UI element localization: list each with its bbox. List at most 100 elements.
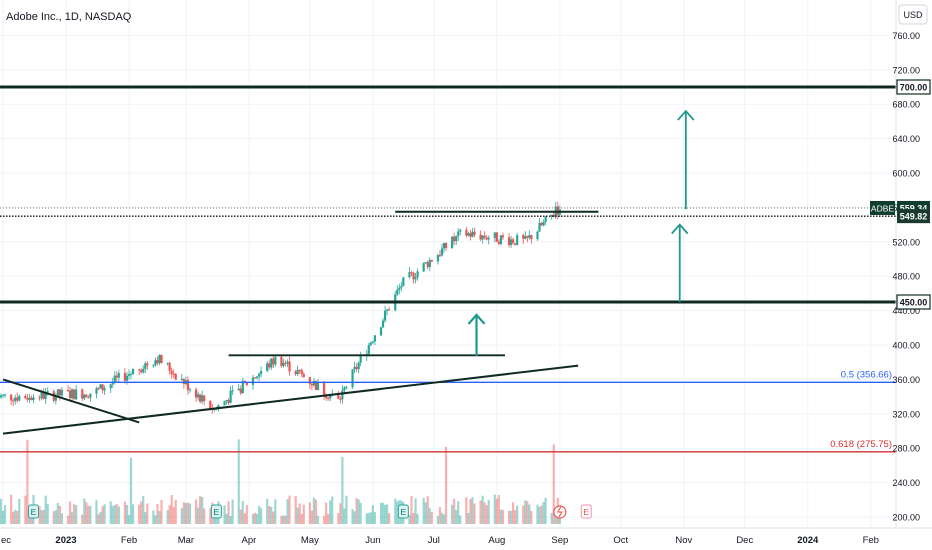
volume-bar bbox=[231, 499, 234, 524]
candle-body bbox=[355, 366, 358, 370]
volume-bar bbox=[422, 498, 425, 524]
volume-bar bbox=[60, 513, 64, 524]
price-scale-ticks: 200.00 240.00 280.00 320.00 360.00 400.00 440.… bbox=[892, 31, 920, 523]
volume-bar bbox=[388, 513, 391, 524]
candle-body bbox=[314, 381, 318, 391]
candle-body bbox=[60, 390, 64, 396]
volume-bar bbox=[325, 502, 328, 524]
volume-bar bbox=[286, 499, 289, 524]
price-tick-label: 760.00 bbox=[892, 31, 920, 41]
symbol-tag-text: ADBE bbox=[871, 203, 894, 213]
volume-bar bbox=[58, 505, 62, 524]
volume-bar bbox=[501, 509, 505, 524]
time-tick-label: Aug bbox=[488, 535, 505, 546]
volume-bar bbox=[414, 498, 417, 524]
candle-body bbox=[10, 394, 13, 401]
volume-bar bbox=[345, 495, 348, 524]
candle-body bbox=[54, 396, 57, 401]
volume-bar bbox=[46, 503, 49, 524]
candle-body bbox=[188, 389, 192, 391]
volume-bar bbox=[280, 515, 283, 524]
volume-bar bbox=[138, 504, 141, 524]
candle-body bbox=[497, 241, 500, 244]
volume-bar bbox=[487, 499, 490, 524]
candle-body bbox=[526, 236, 529, 238]
candle-body bbox=[44, 392, 47, 399]
volume-bar bbox=[225, 513, 228, 524]
candle-body bbox=[495, 232, 498, 242]
volume-bar bbox=[81, 514, 84, 524]
volume-bar bbox=[410, 495, 413, 524]
volume-bar bbox=[188, 503, 192, 524]
candle-body bbox=[109, 384, 112, 389]
volume-bar bbox=[123, 501, 127, 524]
volume-bar bbox=[514, 510, 517, 524]
volume-bar bbox=[536, 504, 539, 524]
currency-button[interactable] bbox=[898, 4, 928, 25]
candle-body bbox=[522, 235, 525, 239]
volume-bar bbox=[129, 457, 133, 524]
volume-bar bbox=[369, 512, 372, 524]
volume-bar bbox=[68, 501, 72, 524]
descending-trendline[interactable] bbox=[2, 378, 140, 424]
candle-body bbox=[272, 358, 275, 365]
time-tick-label: Mar bbox=[178, 535, 194, 546]
candle-body bbox=[337, 394, 340, 399]
candle-body bbox=[125, 375, 129, 381]
volume-bar bbox=[493, 494, 496, 524]
candle-body bbox=[180, 378, 183, 380]
candle-body bbox=[280, 356, 283, 366]
time-tick-label: Apr bbox=[242, 535, 257, 546]
volume-bar bbox=[103, 504, 106, 524]
volume-bar bbox=[16, 510, 19, 524]
ascending-trendline[interactable] bbox=[2, 364, 579, 435]
earnings-marker[interactable] bbox=[210, 504, 222, 519]
volume-bar bbox=[540, 505, 543, 524]
earnings-marker[interactable] bbox=[397, 504, 409, 519]
candle-body bbox=[442, 242, 446, 249]
volume-bar bbox=[394, 498, 397, 524]
candle-body bbox=[83, 394, 86, 399]
earnings-marker[interactable] bbox=[580, 504, 592, 519]
candle-body bbox=[117, 373, 120, 378]
volume-bar bbox=[75, 505, 78, 524]
candle-body bbox=[138, 369, 141, 371]
volume-bar bbox=[481, 495, 484, 524]
time-tick-label: ec bbox=[1, 535, 11, 546]
candle-body bbox=[243, 380, 246, 383]
candle-body bbox=[16, 397, 19, 401]
price-tick-label: 720.00 bbox=[892, 65, 920, 75]
candle-body bbox=[453, 236, 456, 242]
volume-bar bbox=[97, 514, 100, 524]
candle-body bbox=[3, 394, 7, 396]
event-flash-glyph bbox=[556, 506, 563, 518]
candle-body bbox=[0, 395, 3, 398]
level-price-badge bbox=[896, 294, 931, 310]
volume-bar bbox=[495, 498, 498, 524]
volume-bar bbox=[371, 505, 374, 524]
candle-body bbox=[12, 400, 15, 402]
volume-bar bbox=[424, 502, 427, 524]
price-tick-label: 680.00 bbox=[892, 100, 920, 110]
candle-body bbox=[152, 365, 155, 367]
volume-bar bbox=[351, 509, 354, 524]
time-axis[interactable] bbox=[0, 528, 932, 550]
earnings-marker[interactable] bbox=[27, 504, 39, 519]
candle-body bbox=[436, 255, 440, 262]
fib-level-label: 0.5 (356.66) bbox=[841, 369, 892, 380]
candle-body bbox=[168, 362, 171, 371]
candle-body bbox=[343, 387, 346, 391]
volume-bar bbox=[442, 514, 446, 524]
candle-body bbox=[310, 383, 314, 386]
candle-body bbox=[509, 239, 513, 246]
volume-bar bbox=[322, 515, 326, 524]
candle-body bbox=[302, 374, 305, 378]
volume-bar bbox=[186, 502, 190, 524]
candle-body bbox=[101, 384, 104, 391]
candle-body bbox=[536, 231, 539, 240]
candle-body bbox=[89, 393, 92, 398]
